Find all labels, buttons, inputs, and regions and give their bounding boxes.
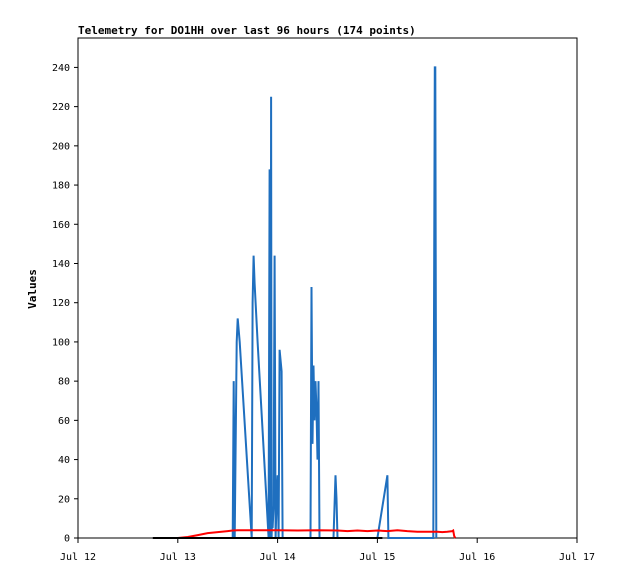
y-tick-label-9: 180 — [52, 181, 70, 192]
plot-frame — [77, 37, 578, 539]
y-tick-label-11: 220 — [52, 102, 70, 113]
y-tick-label-4: 80 — [58, 377, 70, 388]
y-tick-label-12: 240 — [52, 63, 70, 74]
y-axis-label: Values — [26, 269, 39, 309]
y-tick-label-6: 120 — [52, 298, 70, 309]
series-layer — [152, 66, 457, 539]
y-tick-label-5: 100 — [52, 337, 70, 348]
x-tick-label-3: Jul 15 — [359, 552, 395, 563]
y-ticks: 0 20 40 60 80 100 120 140 160 180 200 220 240 — [52, 63, 78, 545]
series-line-1 — [177, 528, 457, 539]
y-tick-label-7: 140 — [52, 259, 70, 270]
y-tick-label-2: 40 — [58, 455, 70, 466]
x-tick-label-5: Jul 17 — [559, 552, 595, 563]
y-tick-label-0: 0 — [64, 534, 70, 545]
x-tick-label-0: Jul 12 — [60, 552, 96, 563]
y-tick-label-1: 20 — [58, 494, 70, 505]
x-tick-label-1: Jul 13 — [160, 552, 196, 563]
x-tick-label-4: Jul 16 — [459, 552, 495, 563]
y-tick-label-3: 60 — [58, 416, 70, 427]
y-tick-label-10: 200 — [52, 141, 70, 152]
x-ticks: Jul 12 Jul 13 Jul 14 Jul 15 Jul 16 Jul 17 — [60, 538, 595, 563]
y-tick-label-8: 160 — [52, 220, 70, 231]
chart-title: Telemetry for DO1HH over last 96 hours (… — [78, 24, 416, 37]
x-tick-label-2: Jul 14 — [260, 552, 296, 563]
